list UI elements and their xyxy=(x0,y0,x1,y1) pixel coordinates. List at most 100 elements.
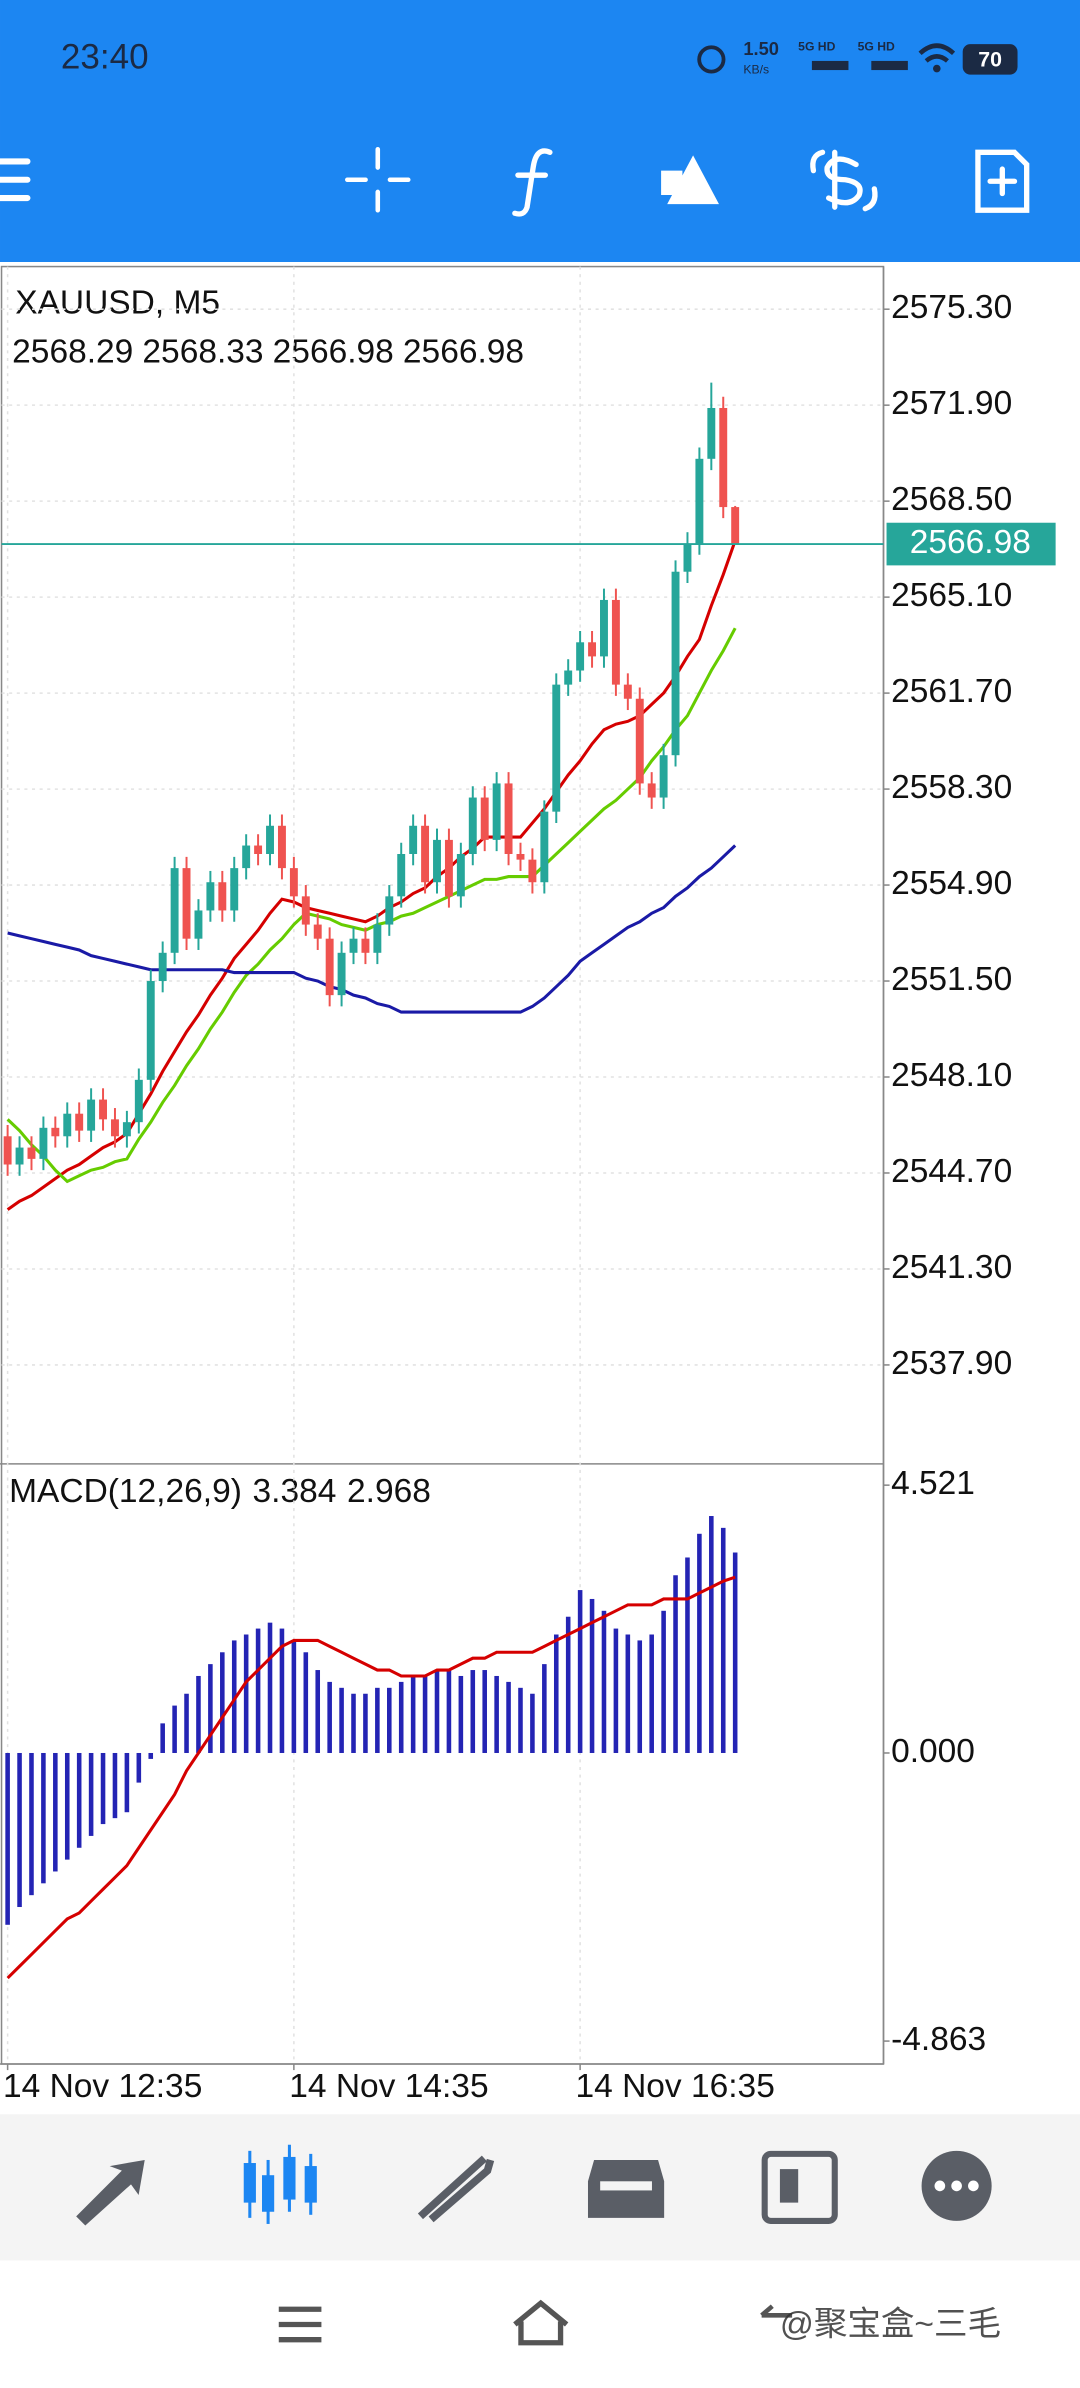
chart-frame xyxy=(0,265,885,2065)
macd-bar xyxy=(375,1687,380,1753)
y-tick-label: -4.863 xyxy=(891,2021,986,2058)
macd-bar xyxy=(518,1687,523,1753)
network-1: 5G HD xyxy=(798,39,835,53)
macd-bar xyxy=(601,1610,607,1753)
y-tick-label: 2568.50 xyxy=(891,481,1012,518)
candle-body xyxy=(361,938,370,953)
nav-history-slot xyxy=(600,2181,652,2191)
macd-bar xyxy=(291,1640,297,1753)
candle-body xyxy=(3,1136,12,1165)
last-price-label: 2566.98 xyxy=(910,524,1031,561)
candle-body xyxy=(456,854,465,897)
signal-2 xyxy=(871,60,908,71)
macd-bar xyxy=(41,1752,46,1884)
macd-bar xyxy=(565,1616,571,1753)
candle-body xyxy=(707,407,716,459)
macd-bar xyxy=(29,1752,34,1896)
x-tick-label: 14 Nov 14:35 xyxy=(289,2068,488,2105)
candle-body xyxy=(480,797,489,840)
y-tick-label: 2571.90 xyxy=(891,385,1012,422)
nav-news[interactable] xyxy=(761,2150,838,2224)
sys-back[interactable] xyxy=(760,2304,793,2318)
candle-body xyxy=(194,910,203,939)
macd-bar xyxy=(410,1675,416,1753)
macd-bar xyxy=(709,1516,714,1753)
candle-body xyxy=(552,684,561,812)
indicators-button[interactable] xyxy=(512,148,553,217)
candle-body xyxy=(266,825,274,855)
candle-body xyxy=(731,507,740,545)
nav-chart[interactable] xyxy=(243,2144,317,2224)
macd-title: MACD(12,26,9) xyxy=(9,1473,242,1510)
macd-bar xyxy=(434,1670,440,1753)
candle-body xyxy=(313,924,322,939)
macd-bar xyxy=(542,1664,547,1753)
nav-quotes[interactable] xyxy=(76,2159,145,2226)
macd-bar xyxy=(387,1687,392,1753)
macd-bar xyxy=(196,1675,201,1753)
y-tick-label: 2541.30 xyxy=(891,1249,1012,1286)
candle-body xyxy=(564,670,573,685)
candle-body xyxy=(528,859,537,883)
macd-bar xyxy=(363,1693,368,1753)
ohlc-value: 2568.33 xyxy=(142,333,263,370)
y-tick-label: 2551.50 xyxy=(891,961,1012,998)
candle-body xyxy=(421,825,430,883)
macd-bar xyxy=(267,1622,273,1753)
candle-body xyxy=(409,825,418,855)
battery-level: 70 xyxy=(978,48,1002,72)
candle-body xyxy=(230,868,239,911)
macd-bar xyxy=(613,1628,619,1753)
macd-bar xyxy=(172,1705,177,1753)
candle-body xyxy=(289,868,298,897)
signal-value: 2.968 xyxy=(347,1473,431,1510)
candle-body xyxy=(504,783,513,855)
candle-body xyxy=(444,839,453,897)
trade-button[interactable] xyxy=(810,149,878,212)
ohlc-value: 2568.29 xyxy=(12,333,133,370)
macd-bar xyxy=(470,1670,476,1753)
macd-bar xyxy=(184,1693,189,1753)
network-2: 5G HD xyxy=(858,39,895,53)
watermark: @聚宝盒~三毛 xyxy=(780,2306,1001,2343)
macd-bar xyxy=(148,1752,154,1759)
app-header xyxy=(0,0,1080,262)
macd-bar xyxy=(506,1681,511,1753)
macd-bar xyxy=(160,1723,165,1753)
toolbar xyxy=(0,146,1030,217)
candle-body xyxy=(647,783,656,798)
new-order-button[interactable] xyxy=(975,149,1030,213)
nav-trade[interactable] xyxy=(417,2155,495,2223)
candle-body xyxy=(63,1113,72,1137)
macd-bar xyxy=(553,1634,559,1753)
x-tick-label: 14 Nov 16:35 xyxy=(576,2068,775,2105)
macd-bar xyxy=(351,1693,356,1753)
candle-body xyxy=(611,599,620,685)
macd-signal xyxy=(6,1575,736,1980)
candle-body xyxy=(325,938,334,996)
sys-home[interactable] xyxy=(513,2299,569,2346)
candle-body xyxy=(397,854,406,897)
candle-body xyxy=(600,599,608,657)
last-price-box xyxy=(886,522,1056,566)
candle-body xyxy=(277,825,286,869)
y-tick-label: 0.000 xyxy=(891,1733,975,1770)
candle-body xyxy=(218,882,227,911)
crosshair-button[interactable] xyxy=(345,146,411,213)
sys-menu[interactable] xyxy=(278,2306,322,2343)
candle-body xyxy=(242,845,251,869)
macd-bar xyxy=(482,1670,487,1753)
macd-bar xyxy=(220,1652,225,1753)
candle-body xyxy=(75,1113,84,1131)
chat-dot xyxy=(951,2180,962,2192)
candle-body xyxy=(683,543,692,572)
candle-body xyxy=(671,571,680,756)
candle-body xyxy=(15,1147,24,1165)
candle-body xyxy=(254,845,263,855)
objects-button[interactable] xyxy=(661,155,719,205)
candle-body xyxy=(719,407,728,508)
macd-bar xyxy=(589,1598,595,1753)
macd-bar xyxy=(231,1640,237,1753)
menu-button[interactable] xyxy=(0,158,31,202)
